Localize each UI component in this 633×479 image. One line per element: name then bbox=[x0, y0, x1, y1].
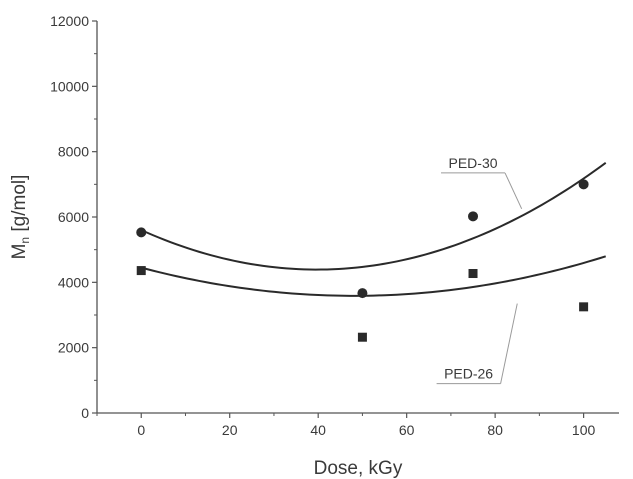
y-tick-label: 8000 bbox=[58, 144, 89, 160]
y-tick-label: 6000 bbox=[58, 209, 89, 225]
data-point-ped-26 bbox=[136, 266, 146, 276]
data-point-ped-26 bbox=[579, 302, 589, 312]
data-point-ped-26 bbox=[468, 269, 478, 279]
series-label-ped-30: PED-30 bbox=[449, 155, 498, 171]
x-tick-label: 100 bbox=[572, 422, 596, 438]
fit-curve-ped-26 bbox=[140, 255, 607, 297]
data-point-ped-30 bbox=[136, 227, 147, 238]
series-leader-line-ped-26 bbox=[500, 303, 518, 384]
x-tick-label: 40 bbox=[310, 422, 326, 438]
data-point-ped-26 bbox=[357, 332, 367, 342]
x-tick-label: 60 bbox=[399, 422, 415, 438]
y-axis-title: Mn [g/mol] bbox=[9, 175, 32, 260]
y-axis-title-main: M bbox=[9, 244, 30, 260]
data-point-ped-30 bbox=[578, 179, 589, 190]
x-axis-title: Dose, kGy bbox=[314, 458, 403, 479]
y-axis-title-subscript: n bbox=[18, 237, 32, 244]
fit-curve-ped-30 bbox=[140, 162, 607, 271]
y-tick-label: 0 bbox=[81, 405, 89, 421]
y-tick-label: 4000 bbox=[58, 274, 89, 290]
x-tick-label: 80 bbox=[487, 422, 503, 438]
data-point-ped-30 bbox=[468, 211, 479, 222]
y-axis-title-rest: [g/mol] bbox=[9, 175, 30, 237]
series-label-ped-26: PED-26 bbox=[444, 366, 493, 382]
plot-area: 0 2000 4000 6000 8000 10000 12000 0 20 40 60 80 100 P… bbox=[50, 13, 619, 438]
series-leader-line-ped-30 bbox=[504, 172, 523, 210]
y-tick-label: 12000 bbox=[50, 13, 89, 29]
x-tick-label: 0 bbox=[137, 422, 145, 438]
y-tick-label: 2000 bbox=[58, 340, 89, 356]
y-tick-label: 10000 bbox=[50, 78, 89, 94]
x-tick-label: 20 bbox=[222, 422, 238, 438]
